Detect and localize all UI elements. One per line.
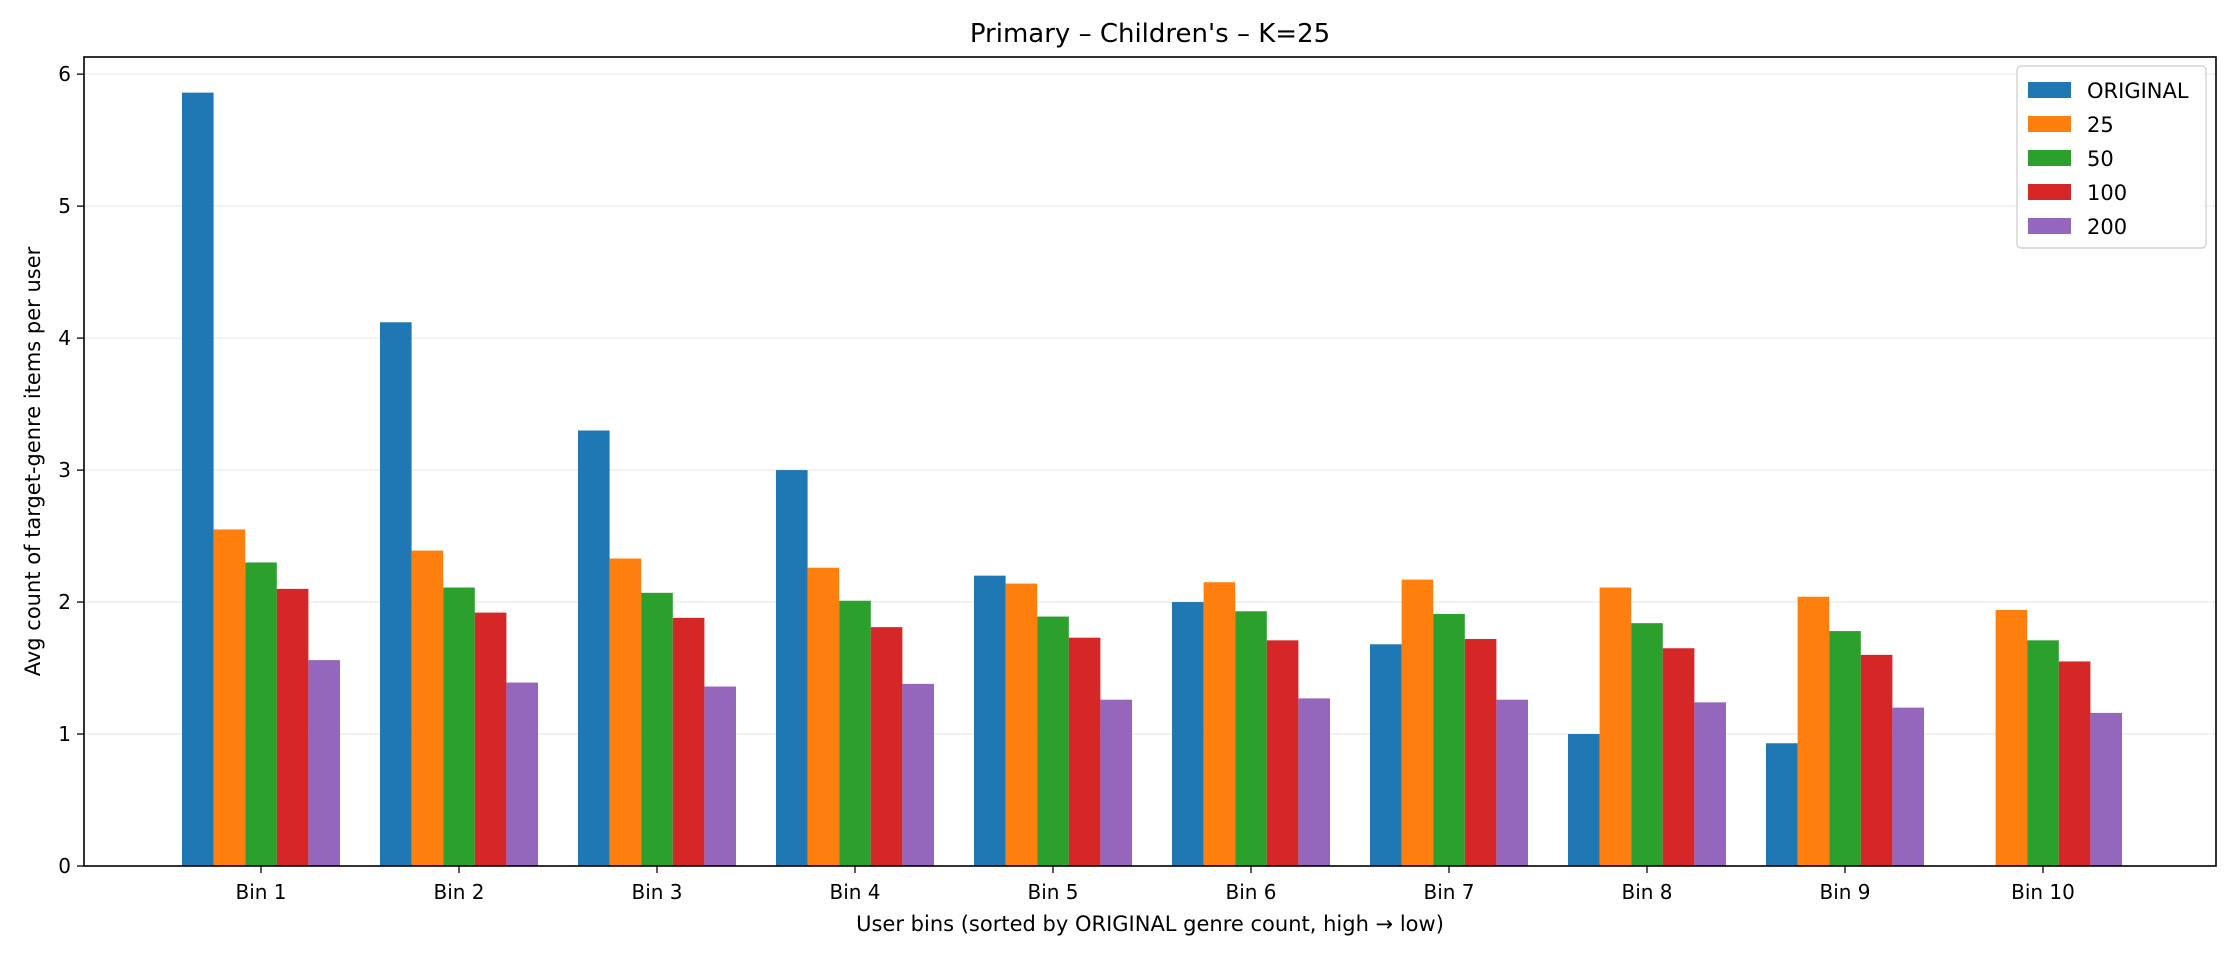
legend-box xyxy=(2016,65,2207,249)
bar xyxy=(1298,698,1330,866)
bar xyxy=(2027,640,2059,866)
bar xyxy=(1100,699,1132,866)
bar xyxy=(578,430,610,866)
legend-swatch xyxy=(2028,82,2071,98)
bar xyxy=(1829,631,1861,866)
bar xyxy=(1005,583,1038,866)
legend-swatch xyxy=(2028,218,2071,234)
legend-label: 100 xyxy=(2087,181,2127,205)
y-axis-label: Avg count of target-genre items per user xyxy=(21,246,45,676)
bar xyxy=(1203,582,1236,866)
legend-label: ORIGINAL xyxy=(2087,79,2189,103)
bar xyxy=(672,617,705,866)
bar xyxy=(1860,654,1893,866)
legend-label: 50 xyxy=(2087,147,2114,171)
x-tick-label: Bin 10 xyxy=(2011,880,2075,904)
x-tick-label: Bin 1 xyxy=(235,880,286,904)
bar xyxy=(704,686,736,866)
bar xyxy=(1568,734,1600,866)
bar xyxy=(974,575,1006,866)
bar xyxy=(1766,743,1798,866)
bar xyxy=(839,600,871,866)
bar xyxy=(1172,602,1204,866)
bar xyxy=(1496,699,1528,866)
bar xyxy=(2090,712,2122,866)
chart-title: Primary – Children's – K=25 xyxy=(970,19,1330,49)
bar xyxy=(1068,637,1101,866)
bar xyxy=(1401,579,1434,866)
bar xyxy=(2058,661,2091,866)
bar xyxy=(1235,611,1267,866)
legend-label: 25 xyxy=(2087,113,2114,137)
legend-swatch xyxy=(2028,116,2071,132)
legend-swatch xyxy=(2028,184,2071,200)
bar xyxy=(308,660,340,866)
bar xyxy=(411,550,444,866)
bar xyxy=(1892,707,1924,866)
x-tick-label: Bin 9 xyxy=(1819,880,1870,904)
bar xyxy=(1694,702,1726,866)
x-tick-label: Bin 4 xyxy=(829,880,880,904)
bar xyxy=(182,92,214,867)
bar xyxy=(1995,609,2028,866)
bars xyxy=(182,92,2122,867)
x-tick-label: Bin 7 xyxy=(1423,880,1474,904)
y-tick-label: 3 xyxy=(58,458,71,482)
bar xyxy=(506,682,538,866)
y-tick-label: 4 xyxy=(58,326,71,350)
bar xyxy=(443,587,475,866)
bar xyxy=(1433,613,1465,866)
legend-label: 200 xyxy=(2087,215,2127,239)
x-tick-label: Bin 8 xyxy=(1621,880,1672,904)
legend: ORIGINAL 25 50 100 200 xyxy=(2016,65,2207,249)
x-axis-ticks: Bin 1 Bin 2 Bin 3 Bin 4 Bin 5 Bin 6 Bin 7 Bin 8… xyxy=(235,866,2075,904)
y-tick-label: 6 xyxy=(58,62,71,86)
bar xyxy=(776,470,808,866)
bar xyxy=(380,322,412,866)
y-tick-label: 2 xyxy=(58,590,71,614)
bar xyxy=(1464,639,1497,866)
y-tick-label: 5 xyxy=(58,194,71,218)
y-tick-label: 0 xyxy=(58,854,71,878)
bar xyxy=(1631,623,1663,866)
x-tick-label: Bin 2 xyxy=(433,880,484,904)
bar xyxy=(276,588,309,866)
bar xyxy=(609,558,642,866)
bar xyxy=(1037,616,1069,866)
plot-frame xyxy=(83,56,2217,867)
bar xyxy=(245,562,277,866)
y-tick-label: 1 xyxy=(58,722,71,746)
x-axis-label: User bins (sorted by ORIGINAL genre coun… xyxy=(856,912,1444,936)
bar xyxy=(1370,644,1402,866)
bar xyxy=(1266,640,1299,866)
bar xyxy=(807,567,840,866)
bar xyxy=(1797,596,1830,866)
bar xyxy=(1599,587,1632,866)
x-tick-label: Bin 6 xyxy=(1225,880,1276,904)
legend-swatch xyxy=(2028,150,2071,166)
x-tick-label: Bin 3 xyxy=(631,880,682,904)
y-axis-ticks: 0 1 2 3 4 5 6 xyxy=(58,62,84,878)
bar xyxy=(474,612,507,866)
bar xyxy=(213,529,246,866)
bar xyxy=(902,683,934,866)
bar xyxy=(870,627,903,866)
x-tick-label: Bin 5 xyxy=(1027,880,1078,904)
bar xyxy=(641,592,673,866)
bar xyxy=(1662,648,1695,866)
